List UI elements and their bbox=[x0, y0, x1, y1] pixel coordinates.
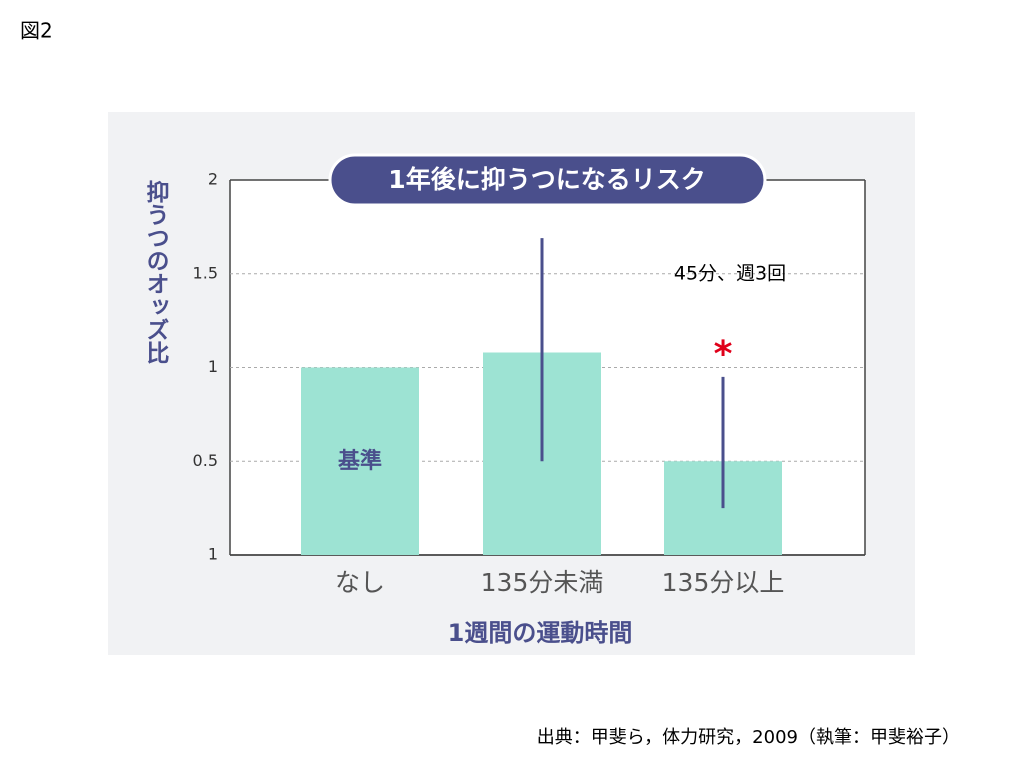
x-tick-label: 135分以上 bbox=[662, 568, 785, 597]
baseline-label: 基準 bbox=[338, 448, 382, 474]
source: 出典：甲斐ら，体力研究，2009（執筆：甲斐裕子） bbox=[537, 727, 960, 748]
x-tick-label: なし bbox=[335, 568, 385, 597]
bar bbox=[301, 367, 419, 555]
y-tick-label: 1.5 bbox=[193, 263, 218, 282]
figure-label: 図2 bbox=[20, 19, 53, 43]
title-pill bbox=[328, 153, 767, 207]
chart-title: 1年後に抑うつになるリスク bbox=[388, 165, 705, 194]
y-axis-label: 抑うつのオッズ比 bbox=[142, 180, 170, 365]
note: 45分、週3回 bbox=[674, 263, 786, 285]
y-tick-label: 0.5 bbox=[193, 451, 218, 470]
y-tick-label: 1 bbox=[208, 357, 218, 376]
x-axis-label: 1週間の運動時間 bbox=[448, 619, 633, 647]
x-tick-label: 135分未満 bbox=[481, 568, 604, 597]
significance-mark: * bbox=[714, 334, 733, 375]
y-tick-label: 2 bbox=[208, 170, 218, 189]
y-tick-label: 1 bbox=[208, 545, 218, 564]
